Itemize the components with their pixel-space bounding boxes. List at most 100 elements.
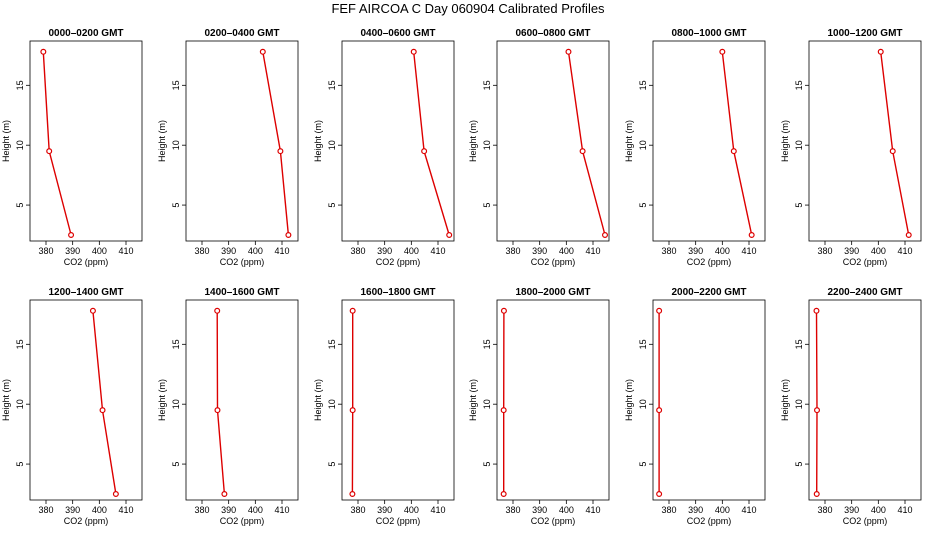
x-tick-label: 400 (248, 505, 263, 515)
figure-title: FEF AIRCOA C Day 060904 Calibrated Profi… (331, 1, 605, 16)
plot-frame (808, 40, 922, 242)
profile-point (99, 407, 106, 414)
profile-point (349, 407, 356, 414)
x-axis-label: CO2 (ppm) (220, 516, 265, 526)
y-tick-label: 10 (638, 399, 648, 409)
panel-title: 1000–1200 GMT (827, 28, 902, 39)
y-tick-label: 10 (15, 399, 25, 409)
x-tick-label: 400 (715, 505, 730, 515)
x-tick-label: 410 (585, 505, 600, 515)
x-tick-label: 390 (532, 505, 547, 515)
profile-point (813, 491, 820, 498)
x-axis-label: CO2 (ppm) (376, 516, 421, 526)
y-tick-label: 15 (15, 80, 25, 90)
x-tick-label: 380 (350, 246, 365, 256)
x-tick-label: 410 (897, 505, 912, 515)
profile-point (285, 232, 292, 239)
profile-point (40, 48, 47, 55)
y-tick-label: 5 (15, 203, 25, 208)
panel-title: 0000–0200 GMT (48, 28, 123, 39)
profile-point (748, 232, 755, 239)
y-tick-label: 5 (15, 462, 25, 467)
panel-7: 1200–1400 GMT 380 390 400 410 5 10 15 CO2 (ppm) H… (1, 287, 143, 526)
panel-11: 2000–2200 GMT 380 390 400 410 5 10 15 CO2 (ppm) H… (624, 287, 766, 526)
y-tick-label: 5 (327, 462, 337, 467)
y-tick-label: 5 (327, 203, 337, 208)
x-axis-label: CO2 (ppm) (220, 257, 265, 267)
panel-8: 1400–1600 GMT 380 390 400 410 5 10 15 CO2 (ppm) H… (157, 287, 299, 526)
profile-point (905, 232, 912, 239)
x-tick-label: 390 (688, 246, 703, 256)
x-tick-label: 390 (221, 246, 236, 256)
x-tick-label: 380 (817, 505, 832, 515)
y-tick-label: 5 (482, 203, 492, 208)
panel-4: 0600–0800 GMT 380 390 400 410 5 10 15 CO2 (ppm) H… (468, 28, 610, 267)
y-tick-label: 10 (482, 399, 492, 409)
x-tick-label: 380 (194, 246, 209, 256)
profile-point (565, 48, 572, 55)
y-tick-label: 10 (482, 140, 492, 150)
panel-title: 2200–2400 GMT (827, 287, 902, 298)
y-tick-label: 15 (638, 339, 648, 349)
x-axis-label: CO2 (ppm) (843, 257, 888, 267)
plot-frame (341, 40, 455, 242)
x-tick-label: 380 (505, 246, 520, 256)
x-tick-label: 410 (274, 246, 289, 256)
panel-title: 0400–0600 GMT (360, 28, 435, 39)
profile-point (214, 407, 221, 414)
y-tick-label: 15 (15, 339, 25, 349)
profile-point (277, 148, 284, 155)
profile-point (46, 148, 53, 155)
panel-5: 0800–1000 GMT 380 390 400 410 5 10 15 CO2 (ppm) H… (624, 28, 766, 267)
x-tick-label: 380 (194, 505, 209, 515)
panel-title: 1400–1600 GMT (204, 287, 279, 298)
plot-frame (652, 40, 766, 242)
plot-frame (29, 40, 143, 242)
x-tick-label: 410 (430, 246, 445, 256)
y-tick-label: 10 (794, 140, 804, 150)
y-tick-label: 15 (171, 339, 181, 349)
profile-point (500, 307, 507, 314)
plot-frame (185, 40, 299, 242)
y-tick-label: 15 (171, 80, 181, 90)
y-tick-label: 10 (327, 399, 337, 409)
y-tick-label: 5 (638, 462, 648, 467)
x-tick-label: 390 (221, 505, 236, 515)
profile-point (656, 307, 663, 314)
profile-point (214, 307, 221, 314)
x-tick-label: 400 (248, 246, 263, 256)
profile-point (221, 491, 228, 498)
y-tick-label: 5 (171, 462, 181, 467)
y-axis-label: Height (m) (1, 120, 11, 162)
y-tick-label: 10 (794, 399, 804, 409)
y-tick-label: 15 (327, 339, 337, 349)
profile-point (730, 148, 737, 155)
profile-point (656, 407, 663, 414)
panel-title: 2000–2200 GMT (671, 287, 746, 298)
x-tick-label: 400 (871, 246, 886, 256)
profile-point (813, 307, 820, 314)
y-axis-label: Height (m) (157, 379, 167, 421)
x-axis-label: CO2 (ppm) (843, 516, 888, 526)
x-tick-label: 390 (65, 505, 80, 515)
y-axis-label: Height (m) (780, 379, 790, 421)
x-tick-label: 390 (844, 246, 859, 256)
y-tick-label: 5 (638, 203, 648, 208)
x-tick-label: 390 (377, 246, 392, 256)
x-tick-label: 410 (274, 505, 289, 515)
profile-point (877, 48, 884, 55)
profile-point (410, 48, 417, 55)
y-tick-label: 5 (482, 462, 492, 467)
profile-point (421, 148, 428, 155)
x-tick-label: 410 (118, 246, 133, 256)
y-axis-label: Height (m) (624, 120, 634, 162)
profile-point (112, 491, 119, 498)
y-tick-label: 15 (482, 339, 492, 349)
x-tick-label: 390 (532, 246, 547, 256)
x-axis-label: CO2 (ppm) (64, 516, 109, 526)
profile-point (719, 48, 726, 55)
x-tick-label: 400 (404, 246, 419, 256)
x-tick-label: 410 (118, 505, 133, 515)
